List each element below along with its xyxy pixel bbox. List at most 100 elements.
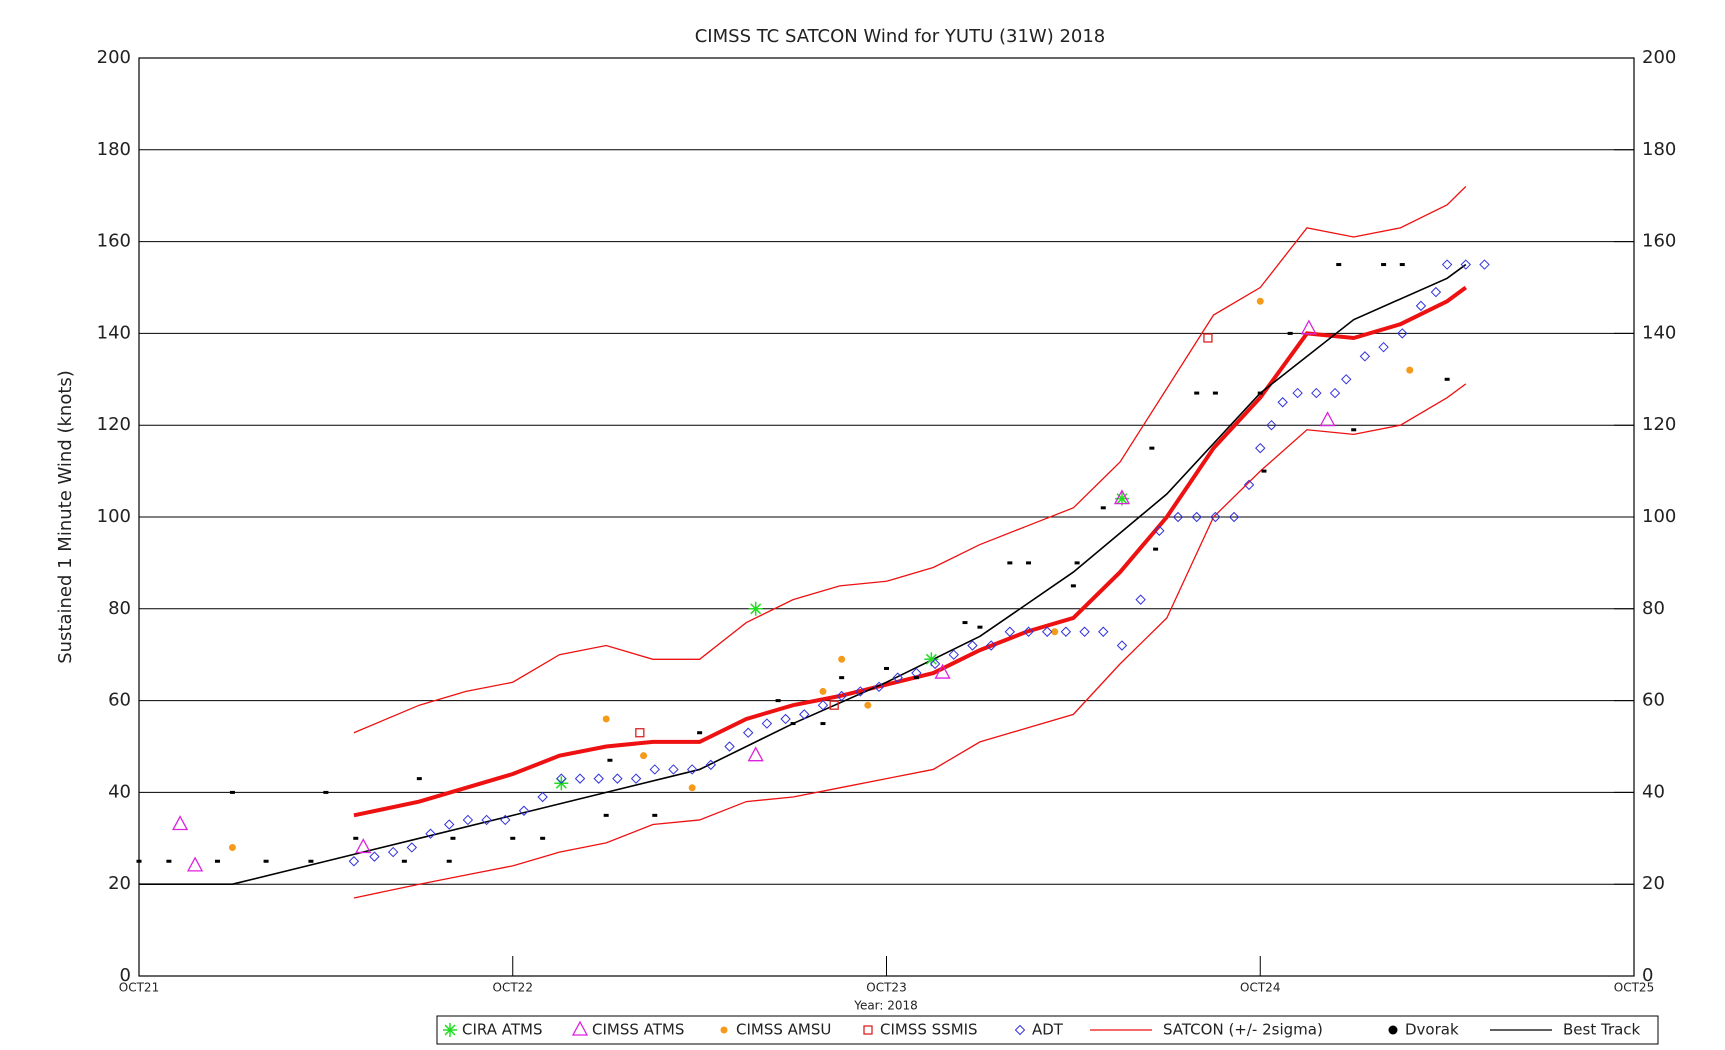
diamond-marker (369, 851, 380, 862)
y-tick-label: 0 (120, 965, 131, 986)
circle-marker (864, 701, 872, 709)
asterisk-marker (924, 652, 939, 667)
diamond-marker (761, 718, 773, 729)
y2-tick-label: 200 (1642, 47, 1676, 68)
triangle-marker (934, 663, 951, 679)
diamond-marker (1460, 259, 1472, 270)
legend-label: CIRA ATMS (462, 1021, 542, 1039)
dot-marker (1261, 469, 1267, 473)
dot-marker (229, 790, 235, 794)
dot-marker (913, 676, 919, 680)
triangle-marker (1300, 319, 1317, 335)
asterisk-marker (443, 1023, 457, 1037)
diamond-marker (1135, 594, 1146, 605)
dot-marker (1399, 263, 1405, 267)
dot-marker (839, 676, 845, 680)
dot-marker (1212, 391, 1218, 395)
legend-label: SATCON (+/- 2sigma) (1163, 1021, 1323, 1039)
dot-marker (166, 859, 172, 863)
diamond-marker (556, 773, 567, 784)
dot-marker (263, 859, 269, 863)
y-tick-label: 140 (97, 322, 131, 343)
diamond-marker (1172, 511, 1184, 523)
triangle-marker (355, 838, 372, 854)
diamond-marker (967, 640, 978, 651)
circle-marker (819, 687, 827, 695)
y-tick-label: 180 (97, 139, 131, 160)
diamond-marker (1079, 626, 1090, 637)
y-tick-label: 100 (97, 506, 131, 527)
series-line (353, 285, 1467, 818)
dot-marker (977, 625, 983, 629)
diamond-marker (630, 773, 642, 784)
y2-tick-label: 180 (1642, 139, 1676, 160)
diamond-marker (537, 791, 548, 803)
triangle-marker (186, 856, 204, 872)
diamond-marker (1430, 286, 1442, 298)
diamond-marker (1023, 626, 1034, 637)
diamond-marker (1441, 259, 1453, 270)
dot-marker (446, 859, 452, 863)
legend-label: CIMSS SSMIS (880, 1021, 978, 1039)
diamond-marker (724, 741, 735, 752)
y-axis-label: Sustained 1 Minute Wind (knots) (55, 370, 76, 664)
y2-tick-label: 80 (1642, 598, 1665, 619)
diamond-marker (1341, 374, 1352, 385)
diamond-marker (1277, 397, 1288, 408)
dot-marker (697, 731, 703, 735)
diamond-marker (406, 842, 418, 853)
diamond-marker (1359, 351, 1371, 362)
y2-tick-label: 20 (1642, 873, 1665, 894)
diamond-marker (481, 814, 492, 826)
diamond-marker (1311, 387, 1322, 399)
circle-marker (228, 843, 236, 851)
circle-marker (720, 1026, 728, 1034)
diamond-marker (1266, 419, 1277, 431)
dot-marker (540, 836, 546, 840)
diamond-marker (462, 814, 474, 826)
diamond-marker (1479, 259, 1490, 270)
diamond-marker (855, 686, 866, 697)
dot-marker (1287, 331, 1293, 335)
series-line (139, 263, 1467, 886)
diamond-marker (500, 814, 511, 826)
diamond-marker (348, 856, 360, 867)
diamond-marker (1042, 626, 1053, 637)
dot-marker (1007, 561, 1013, 565)
dot-marker (416, 777, 422, 781)
y-tick-label: 60 (108, 690, 131, 711)
diamond-marker (649, 764, 660, 775)
diamond-marker (1098, 626, 1109, 637)
diamond-marker (799, 709, 810, 720)
legend-dot (1388, 1025, 1398, 1035)
dot-marker (510, 836, 516, 840)
dot-marker (652, 813, 658, 817)
y2-tick-label: 60 (1642, 690, 1665, 711)
square-marker (635, 728, 645, 738)
triangle-marker (1113, 489, 1131, 505)
diamond-marker (574, 773, 586, 784)
square-marker (829, 700, 839, 710)
y-tick-label: 200 (97, 47, 131, 68)
y2-tick-label: 100 (1642, 506, 1676, 527)
circle-marker (602, 715, 610, 723)
legend-label: Dvorak (1405, 1021, 1459, 1039)
dot-marker (1381, 263, 1387, 267)
asterisk-marker (1114, 491, 1129, 506)
chart-title: CIMSS TC SATCON Wind for YUTU (31W) 2018 (695, 26, 1106, 47)
diamond-marker (1154, 525, 1165, 536)
y2-tick-label: 40 (1642, 781, 1665, 802)
legend-label: CIMSS ATMS (592, 1021, 684, 1039)
triangle-marker (747, 746, 764, 762)
x-tick-label: OCT21 (119, 981, 159, 995)
dot-marker (1351, 428, 1357, 432)
y2-tick-label: 0 (1642, 965, 1653, 986)
x-axis-label: Year: 2018 (853, 999, 918, 1013)
diamond-marker (1415, 300, 1427, 312)
diamond-marker (929, 658, 941, 670)
dot-marker (1070, 584, 1076, 588)
dot-marker (775, 699, 781, 703)
dot-marker (353, 836, 359, 840)
y-tick-label: 40 (108, 781, 131, 802)
y-tick-label: 160 (97, 231, 131, 252)
